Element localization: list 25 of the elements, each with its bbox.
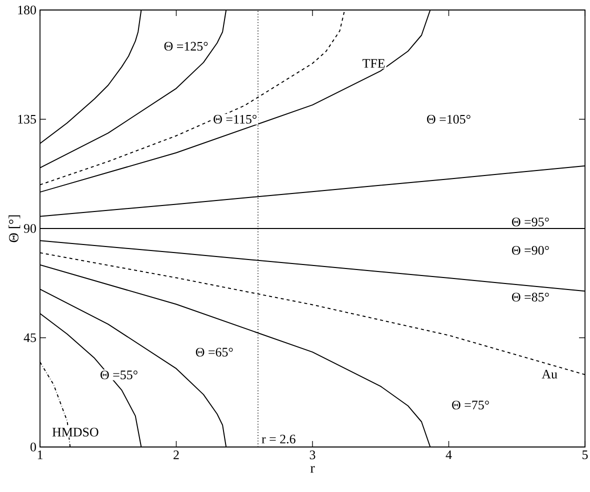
y-tick-label: 180 xyxy=(18,6,36,14)
annotation: Θ =55° xyxy=(100,370,138,380)
y-tick-label: 135 xyxy=(18,114,36,124)
annotation: Θ =90° xyxy=(512,246,549,255)
y-tick-label: 0 xyxy=(30,442,36,452)
ref-line-label: r = 2.6 xyxy=(262,434,296,444)
x-tick-label: 4 xyxy=(446,450,452,460)
annotation: Θ =75° xyxy=(452,400,489,410)
x-tick-label: 3 xyxy=(310,450,316,460)
x-axis-title: r xyxy=(310,466,315,473)
x-tick-label: 5 xyxy=(582,450,588,460)
annotation: Θ =125° xyxy=(164,42,208,51)
x-tick-label: 2 xyxy=(174,450,179,460)
annotation: Θ =95° xyxy=(512,218,549,226)
y-tick-label: 45 xyxy=(24,333,36,342)
annotation: HMDSO xyxy=(52,428,98,436)
annotation: Au xyxy=(542,370,558,379)
annotation: Θ =85° xyxy=(512,292,549,302)
x-tick-label: 1 xyxy=(38,450,42,460)
annotation: Θ =65° xyxy=(196,348,233,357)
annotation: Θ =115° xyxy=(214,114,256,124)
annotation: Θ =105° xyxy=(427,114,470,124)
annotation: TFE xyxy=(362,59,385,68)
y-tick-label: 90 xyxy=(24,224,36,233)
y-axis-title: Θ [°] xyxy=(8,215,20,242)
